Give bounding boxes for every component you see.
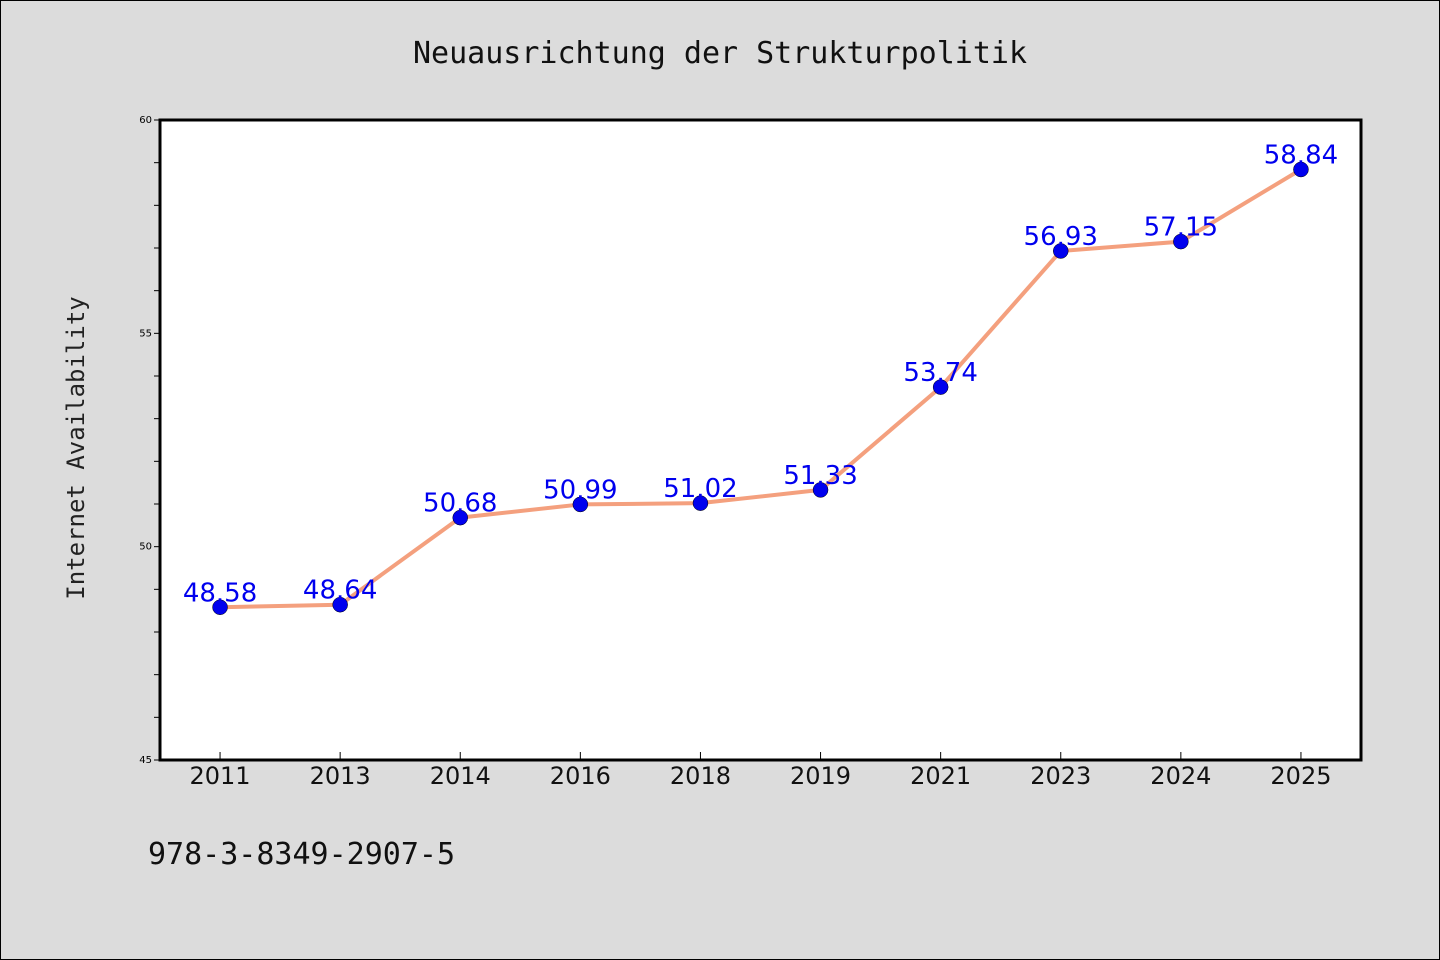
x-axis: 2011 2013 2014 2016 2018 2019 2021 2023 2024 2025 bbox=[190, 752, 1331, 790]
data-point bbox=[812, 482, 829, 498]
y-tick-label: 55 bbox=[139, 328, 152, 339]
data-point bbox=[692, 495, 709, 511]
y-tick-label: 50 bbox=[139, 542, 152, 553]
data-label: 58.84 bbox=[1264, 140, 1338, 170]
chart-title: Neuausrichtung der Strukturpolitik bbox=[413, 36, 1027, 71]
data-label: 50.99 bbox=[543, 475, 617, 505]
data-point bbox=[932, 379, 949, 395]
data-point bbox=[1293, 161, 1309, 178]
data-label: 51.02 bbox=[663, 474, 737, 504]
x-tick-label: 2014 bbox=[430, 762, 491, 790]
x-tick-label: 2018 bbox=[670, 762, 731, 790]
data-label: 51.33 bbox=[783, 461, 857, 491]
data-label: 48.64 bbox=[303, 576, 377, 606]
x-tick-label: 2013 bbox=[310, 762, 371, 790]
data-point bbox=[1053, 243, 1069, 259]
x-tick-label: 2019 bbox=[790, 762, 851, 790]
data-label: 48.58 bbox=[183, 578, 257, 608]
data-point bbox=[452, 509, 468, 526]
y-axis: 45 50 55 60 bbox=[139, 115, 160, 766]
y-axis-label: Internet Availability bbox=[62, 296, 90, 599]
plot-area bbox=[158, 118, 1363, 762]
y-tick-label: 45 bbox=[139, 755, 152, 766]
data-point bbox=[1173, 233, 1189, 250]
y-tick-label: 60 bbox=[139, 115, 152, 126]
x-tick-label: 2021 bbox=[910, 762, 971, 790]
x-tick-label: 2024 bbox=[1150, 762, 1211, 790]
series-line bbox=[218, 167, 1303, 610]
data-label: 57.15 bbox=[1144, 213, 1218, 243]
data-label: 50.68 bbox=[423, 489, 497, 519]
footer-id: 978-3-8349-2907-5 bbox=[148, 837, 455, 872]
series: 48.58 48.64 50.68 50.99 51.02 51.33 53.74 56.93… bbox=[183, 140, 1338, 616]
x-tick-label: 2025 bbox=[1270, 762, 1331, 790]
x-tick-label: 2023 bbox=[1030, 762, 1091, 790]
x-tick-label: 2011 bbox=[190, 762, 251, 790]
data-point bbox=[332, 596, 348, 613]
data-point bbox=[212, 599, 228, 616]
x-tick-label: 2016 bbox=[550, 762, 611, 790]
data-point bbox=[572, 496, 589, 513]
data-label: 53.74 bbox=[903, 358, 977, 388]
data-label: 56.93 bbox=[1024, 222, 1098, 252]
